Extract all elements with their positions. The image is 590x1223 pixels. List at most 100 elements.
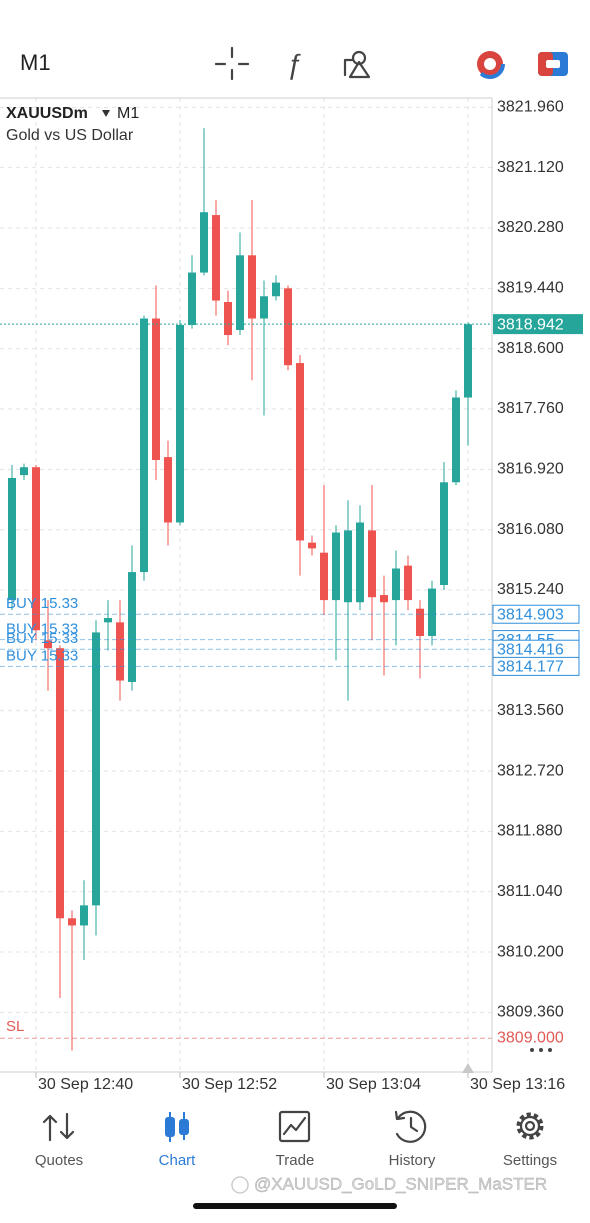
candle-body <box>416 608 424 636</box>
timeframe-button[interactable]: M1 <box>20 50 51 75</box>
nav-tab[interactable]: Settings <box>503 1152 557 1169</box>
x-tick-label: 30 Sep 12:40 <box>38 1076 133 1093</box>
candle-body <box>464 324 472 398</box>
candle-body <box>128 572 136 682</box>
order-label: BUY 15.33 <box>6 630 78 647</box>
crosshair-icon[interactable] <box>214 46 250 81</box>
watermark: @XAUUSD_GoLD_SNIPER_MaSTER <box>231 1174 547 1194</box>
candle-body <box>380 595 388 603</box>
trade-icon[interactable] <box>538 52 568 76</box>
stop-loss-label: SL <box>6 1018 24 1035</box>
current-price-label: 3818.942 <box>497 316 564 333</box>
candle-body <box>440 482 448 585</box>
y-tick-label: 3810.200 <box>497 943 564 960</box>
y-tick-label: 3819.440 <box>497 280 564 297</box>
home-indicator <box>193 1203 397 1209</box>
y-tick-label: 3821.960 <box>497 99 564 116</box>
tab-labels: Quotes Chart Trade History Settings <box>35 1152 557 1169</box>
stop-loss-price: 3809.000 <box>497 1029 564 1046</box>
candle-body <box>344 530 352 603</box>
history-icon[interactable] <box>394 1110 427 1143</box>
candle-body <box>200 212 208 273</box>
candle-body <box>176 324 184 523</box>
order-price-label: 3814.416 <box>497 641 564 658</box>
candle-body <box>404 565 412 601</box>
candle-body <box>116 622 124 681</box>
candle-body <box>188 272 196 325</box>
nav-tab[interactable]: Trade <box>276 1152 315 1169</box>
x-tick-label: 30 Sep 12:52 <box>182 1076 277 1093</box>
candle-body <box>308 542 316 549</box>
y-tick-label: 3817.760 <box>497 400 564 417</box>
watermark-text: @XAUUSD_GoLD_SNIPER_MaSTER <box>254 1174 547 1193</box>
symbol-description: Gold vs US Dollar <box>6 127 134 144</box>
y-tick-label: 3816.080 <box>497 521 564 538</box>
candle-body <box>272 282 280 297</box>
candle-body <box>296 363 304 541</box>
current-price-box <box>493 314 583 335</box>
candle-body <box>368 530 376 598</box>
nav-tab[interactable]: Quotes <box>35 1152 83 1169</box>
order-price-label: 3814.903 <box>497 606 564 623</box>
candle-body <box>68 918 76 926</box>
y-tick-label: 3821.120 <box>497 159 564 176</box>
candle-body <box>44 640 52 649</box>
candle-body <box>392 568 400 601</box>
x-tick-label: 30 Sep 13:16 <box>470 1076 565 1093</box>
order-label: BUY 15.33 <box>6 621 78 638</box>
order-label: BUY 15.33 <box>6 595 78 612</box>
candle-body <box>152 318 160 461</box>
candle-body <box>224 301 232 336</box>
candle-body <box>104 618 112 623</box>
candle-body <box>428 588 436 636</box>
candle-body <box>356 522 364 603</box>
settings-icon[interactable] <box>516 1112 544 1140</box>
y-tick-label: 3809.360 <box>497 1004 564 1021</box>
candle-body <box>140 318 148 573</box>
order-price-box <box>492 604 580 624</box>
candle-body <box>164 457 172 523</box>
candle-body <box>8 477 16 601</box>
quotes-icon[interactable] <box>42 1112 75 1142</box>
bottom-nav <box>42 1110 544 1143</box>
candle-body <box>80 905 88 926</box>
chart-timeframe: M1 <box>117 105 139 122</box>
trade-tab-icon[interactable] <box>278 1110 311 1143</box>
candle-body <box>56 648 64 919</box>
candle-body <box>32 467 40 631</box>
y-tick-label: 3811.040 <box>497 883 563 900</box>
y-tick-label: 3813.560 <box>497 702 564 719</box>
scroll-marker[interactable] <box>462 1063 474 1073</box>
account-icon[interactable] <box>475 49 505 79</box>
chart-icon[interactable] <box>165 1112 189 1142</box>
y-tick-label: 3812.720 <box>497 762 564 779</box>
y-tick-label: 3816.920 <box>497 461 564 478</box>
candle-body <box>20 467 28 476</box>
y-tick-label: 3815.240 <box>497 581 564 598</box>
candle-body <box>284 288 292 366</box>
order-price-label: 3814.177 <box>497 659 564 676</box>
candle-body <box>320 552 328 601</box>
candle-body <box>248 255 256 319</box>
y-tick-label: 3820.280 <box>497 219 564 236</box>
candle-body <box>212 215 220 301</box>
order-label: BUY 15.33 <box>6 647 78 664</box>
y-tick-label: 3811.880 <box>497 823 563 840</box>
order-price-box <box>492 656 580 676</box>
candle-body <box>452 397 460 483</box>
candle-body <box>260 296 268 319</box>
candle-body <box>332 532 340 601</box>
nav-tab[interactable]: History <box>389 1152 436 1169</box>
symbol-dropdown[interactable] <box>102 110 110 117</box>
objects-icon[interactable] <box>343 50 371 79</box>
more-button[interactable] <box>530 1048 552 1052</box>
y-tick-label: 3818.600 <box>497 340 564 357</box>
x-tick-label: 30 Sep 13:04 <box>326 1076 421 1093</box>
candle-body <box>92 632 100 906</box>
candle-body <box>236 255 244 331</box>
symbol[interactable]: XAUUSDm <box>6 105 88 122</box>
indicators-icon[interactable]: ƒ <box>286 48 302 79</box>
nav-tab[interactable]: Chart <box>159 1152 197 1169</box>
